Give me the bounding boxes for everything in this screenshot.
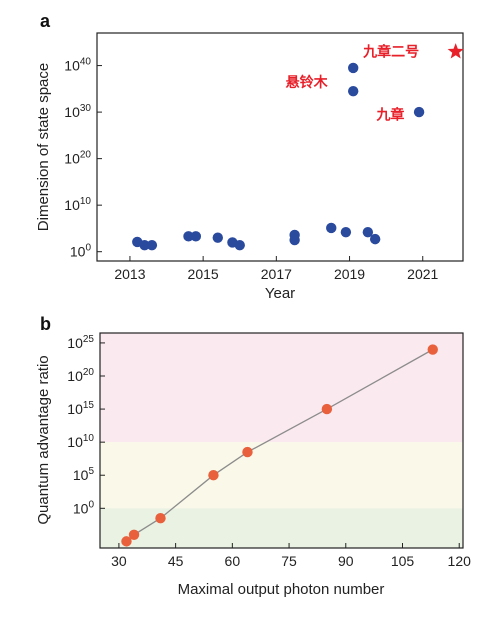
- y-tick-label: 105: [73, 466, 95, 483]
- panel-b-points: [121, 344, 438, 547]
- y-tick-label: 100: [73, 499, 95, 516]
- y-tick-label: 1025: [67, 334, 94, 351]
- data-point: [369, 233, 381, 245]
- data-point: [212, 232, 223, 243]
- data-point: [183, 231, 194, 242]
- panel-a-plot-frame: [96, 32, 464, 262]
- data-point: [242, 446, 253, 458]
- x-tick-label: 120: [448, 553, 472, 569]
- panel-b-x-ticks: 30 45 60 75 90 105 120: [111, 543, 471, 569]
- y-tick-label: 1040: [64, 57, 91, 74]
- data-point: [146, 239, 158, 251]
- data-point: [121, 536, 132, 547]
- background-band: [100, 442, 463, 509]
- data-point: [208, 470, 219, 481]
- panel-a-x-ticks: 2013 2015 2017 2019 2021: [114, 256, 439, 282]
- data-point: [190, 231, 202, 242]
- panel-b-y-ticks: 100 105 1010 1015 1020 1025: [67, 334, 105, 516]
- panel-b-line-chart: b 30 45 60 75 90 105 120 100 105 1010 1015 1020 102…: [35, 314, 471, 598]
- data-point: [139, 239, 150, 251]
- data-point: [155, 513, 166, 524]
- data-point: [234, 239, 245, 251]
- data-point: [326, 222, 337, 234]
- y-tick-label: 1010: [67, 433, 94, 450]
- annotation-label: 九章二号: [362, 44, 419, 61]
- y-tick-label: 1020: [67, 367, 94, 384]
- annotation-label: 悬铃木: [285, 74, 329, 91]
- y-tick-label: 1020: [64, 150, 91, 167]
- x-tick-label: 60: [225, 553, 241, 569]
- y-tick-label: 1030: [64, 103, 91, 120]
- panel-b-y-axis-title: Quantum advantage ratio: [35, 355, 52, 524]
- x-tick-label: 2019: [334, 266, 365, 282]
- annotation-label: 九章: [375, 106, 404, 123]
- data-point: [348, 85, 359, 97]
- panel-a-y-ticks: 100 1010 1020 1030 1040: [64, 57, 102, 260]
- data-point: [413, 106, 425, 118]
- panel-b-plot-frame: [99, 332, 464, 549]
- data-point: [289, 229, 300, 241]
- panel-b-background-bands: [100, 333, 463, 548]
- x-tick-label: 45: [168, 553, 184, 569]
- x-tick-label: 90: [338, 553, 354, 569]
- star-marker: [447, 43, 464, 59]
- x-tick-label: 105: [391, 553, 415, 569]
- panel-b-x-axis-title: Maximal output photon number: [178, 581, 385, 598]
- background-band: [100, 508, 463, 548]
- y-tick-label: 1010: [64, 196, 91, 213]
- panel-a-x-axis-title: Year: [265, 285, 295, 302]
- x-tick-label: 2015: [188, 266, 219, 282]
- y-tick-label: 1015: [67, 400, 94, 417]
- panel-a-label: a: [40, 11, 51, 31]
- x-tick-label: 75: [281, 553, 297, 569]
- data-point: [348, 62, 359, 74]
- panel-a-y-axis-title: Dimension of state space: [35, 63, 52, 231]
- panel-b-label: b: [40, 314, 51, 334]
- y-tick-label: 100: [70, 243, 92, 260]
- x-tick-label: 30: [111, 553, 127, 569]
- panel-a-scatter-chart: a 2013 2015 2017 2019 2021 10010101020103010…: [35, 11, 464, 302]
- data-point: [427, 344, 438, 355]
- x-tick-label: 2021: [407, 266, 438, 282]
- data-point: [340, 226, 352, 238]
- x-tick-label: 2017: [261, 266, 292, 282]
- x-tick-label: 2013: [114, 266, 145, 282]
- data-point: [362, 226, 374, 238]
- data-point: [128, 529, 140, 540]
- panel-a-points: [132, 43, 464, 251]
- data-point: [321, 403, 333, 415]
- background-band: [100, 333, 463, 443]
